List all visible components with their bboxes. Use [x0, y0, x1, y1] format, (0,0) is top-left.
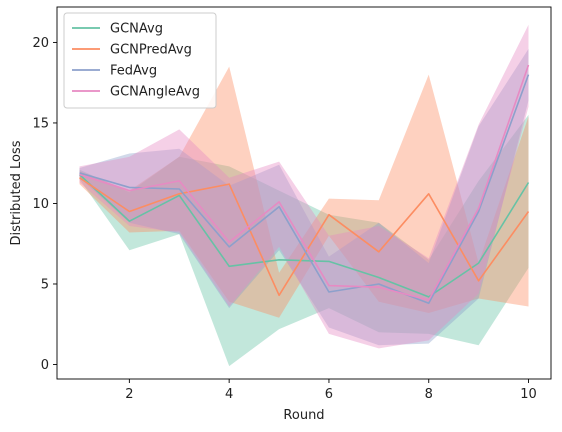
band-series-2 — [79, 48, 529, 346]
band-series-1 — [79, 66, 529, 318]
x-tick-label: 4 — [225, 387, 233, 402]
x-tick-label: 10 — [520, 387, 537, 402]
legend-box — [63, 12, 217, 109]
legend-label-0: GCNAvg — [110, 22, 163, 37]
legend: GCNAvg GCNPredAvg FedAvg GCNAngleAvg — [63, 12, 217, 109]
y-tick-label: 5 — [41, 277, 49, 292]
line-series-1 — [79, 177, 530, 297]
x-tick-label: 6 — [325, 387, 333, 402]
y-tick-label: 0 — [41, 358, 49, 373]
y-axis-label: Distributed Loss — [9, 140, 24, 245]
legend-label-3: GCNAngleAvg — [110, 85, 200, 100]
band-series-0 — [79, 114, 529, 367]
y-tick-label: 15 — [32, 116, 49, 131]
x-tick-label: 8 — [425, 387, 433, 402]
band-series-3 — [79, 24, 529, 349]
series-lines — [78, 64, 530, 305]
line-series-2 — [79, 74, 530, 305]
y-tick-label: 20 — [32, 36, 49, 51]
axes: 2 4 6 8 10 0 5 10 15 20 Round Distributed Loss — [9, 6, 552, 423]
legend-label-2: FedAvg — [110, 64, 157, 79]
line-series-0 — [78, 173, 530, 298]
x-axis-label: Round — [283, 408, 324, 423]
y-tick-label: 10 — [32, 197, 49, 212]
confidence-bands — [79, 24, 529, 367]
legend-label-1: GCNPredAvg — [110, 43, 192, 58]
x-tick-label: 2 — [125, 387, 133, 402]
line-series-3 — [79, 64, 530, 301]
plot-frame — [56, 6, 552, 380]
